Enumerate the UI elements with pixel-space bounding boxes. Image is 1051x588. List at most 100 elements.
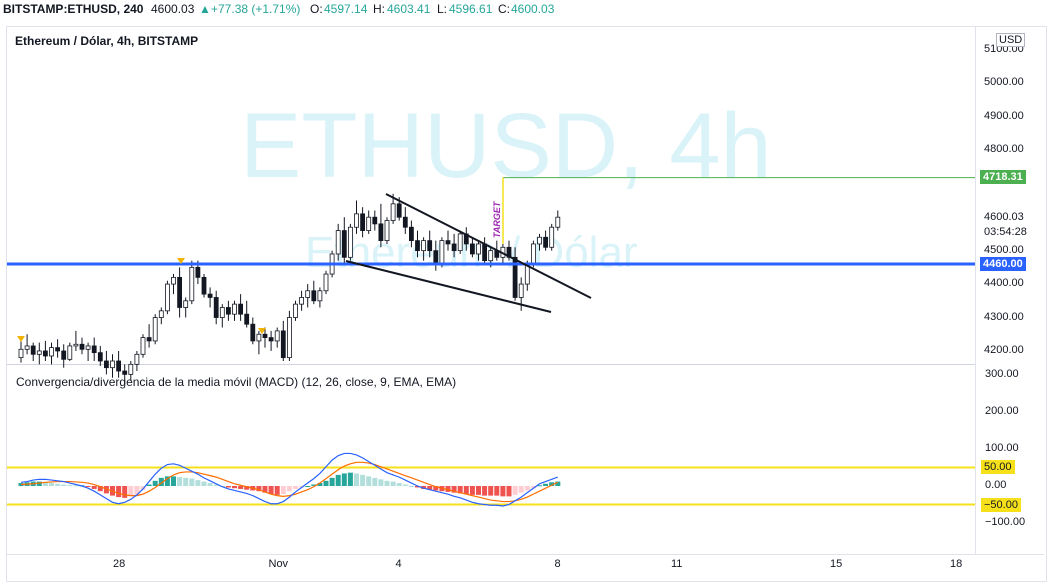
candle-body: [384, 220, 390, 242]
high-value: 4603.41: [387, 2, 431, 16]
wedge-lower-line: [345, 260, 552, 313]
macd-histogram-bar: [402, 484, 408, 486]
candle-body: [543, 236, 548, 248]
candle-body: [61, 350, 67, 360]
macd-histogram-bar: [347, 472, 353, 486]
price-tick-label: 5000.00: [984, 76, 1024, 89]
candle-body: [201, 276, 207, 295]
candle-body: [213, 297, 219, 318]
open-value: 4597.14: [324, 2, 368, 16]
time-tick-label: 28: [113, 558, 126, 570]
candle-body: [549, 226, 555, 248]
candle-body: [24, 345, 30, 350]
macd-histogram-bar: [61, 484, 67, 486]
macd-histogram-bar: [256, 486, 262, 492]
candle-body: [140, 337, 146, 355]
macd-histogram-bar: [280, 486, 286, 495]
macd-histogram-bar: [85, 486, 91, 487]
macd-histogram-bar: [360, 474, 366, 486]
macd-histogram-bar: [238, 486, 244, 489]
chart-legend[interactable]: Ethereum / Dólar, 4h, BITSTAMP: [15, 34, 199, 48]
wedge-upper-line: [385, 193, 592, 299]
candle-body: [366, 216, 372, 231]
countdown-timer: 03:54:28: [984, 226, 1027, 238]
candle-body: [85, 345, 91, 350]
macd-histogram-bar: [323, 480, 329, 486]
macd-tick-label: 0.00: [985, 479, 1007, 491]
close-value: 4600.03: [511, 2, 555, 16]
macd-histogram-bar: [463, 486, 469, 495]
macd-histogram-bar: [469, 486, 475, 495]
candle-body: [268, 337, 274, 342]
candle-body: [262, 333, 268, 338]
macd-histogram-bar: [116, 486, 122, 498]
macd-histogram-bar: [201, 481, 207, 486]
macd-histogram-bar: [372, 477, 378, 486]
macd-histogram-bar: [122, 486, 128, 498]
macd-pane[interactable]: [0, 0, 975, 555]
macd-histogram-bar: [354, 473, 359, 486]
macd-histogram-bar: [494, 486, 500, 496]
macd-histogram-bar: [512, 486, 518, 495]
time-axis-divider: [7, 554, 1044, 555]
macd-lower-level-tag: −50.00: [981, 498, 1021, 512]
macd-histogram-bar: [164, 476, 170, 486]
high-label: H:: [373, 2, 385, 16]
macd-histogram-bar: [329, 477, 335, 486]
macd-histogram-bar: [67, 484, 73, 486]
macd-histogram-bar: [476, 486, 481, 495]
candle-body: [79, 343, 85, 350]
candle-body: [488, 250, 494, 262]
candle-body: [512, 256, 518, 298]
candle-body: [390, 203, 396, 221]
macd-histogram-bar: [134, 486, 140, 495]
macd-histogram-bar: [451, 486, 457, 493]
candle-body: [555, 216, 561, 228]
candle-body: [354, 213, 359, 228]
candle-body: [195, 266, 201, 278]
time-tick-label: Nov: [268, 558, 289, 570]
macd-tick-label: 200.00: [985, 405, 1019, 417]
symbol-title[interactable]: BITSTAMP:ETHUSD, 240: [3, 2, 144, 16]
time-tick-label: 4: [395, 558, 402, 570]
macd-legend[interactable]: Convergencia/divergencia de la media móv…: [16, 375, 457, 389]
open-label: O:: [310, 2, 323, 16]
support-price-tag: 4460.00: [980, 257, 1026, 271]
macd-histogram-bar: [415, 486, 420, 488]
candle-body: [537, 236, 542, 245]
macd-histogram-bar: [262, 486, 268, 493]
signal-marker-icon: [17, 336, 25, 342]
candle-body: [18, 348, 24, 359]
candle-body: [335, 230, 341, 255]
price-change: +77.38 (+1.71%): [211, 2, 301, 16]
candle-body: [207, 293, 213, 298]
currency-label[interactable]: USD: [996, 33, 1026, 47]
macd-histogram-bar: [311, 484, 317, 486]
macd-histogram-bar: [335, 474, 341, 486]
target-label: TARGET: [492, 200, 502, 238]
candle-body: [372, 216, 378, 225]
macd-histogram-bar: [286, 486, 292, 492]
time-tick-label: 8: [554, 558, 561, 570]
macd-histogram-bar: [232, 486, 237, 489]
macd-histogram-bar: [482, 486, 488, 496]
candle-body: [305, 290, 311, 298]
candle-body: [104, 360, 109, 369]
macd-histogram-bar: [158, 477, 164, 486]
price-pane[interactable]: TARGET: [0, 0, 975, 385]
signal-marker-icon: [258, 328, 266, 334]
macd-histogram-bar: [195, 480, 201, 486]
macd-histogram-bar: [49, 483, 54, 486]
candle-body: [158, 310, 164, 318]
macd-histogram-bar: [183, 477, 189, 486]
candle-body: [219, 307, 225, 318]
macd-histogram-bar: [171, 476, 176, 486]
macd-histogram-bar: [152, 480, 158, 486]
pane-separator[interactable]: [7, 364, 975, 365]
candle-body: [244, 313, 250, 325]
candle-body: [280, 330, 286, 359]
candle-body: [189, 266, 195, 302]
candle-body: [293, 303, 298, 318]
candle-body: [347, 226, 353, 258]
macd-histogram-bar: [396, 483, 402, 486]
